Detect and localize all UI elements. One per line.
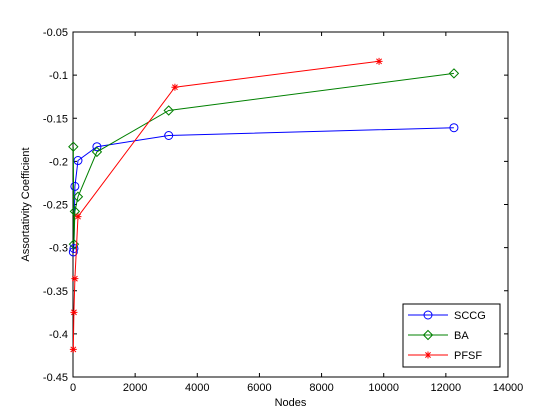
y-tick-label: -0.1	[49, 70, 68, 82]
y-axis-ticks: -0.05 -0.1 -0.15 -0.2 -0.25 -0.3 -0.35 -0.4 -0.4…	[43, 27, 508, 384]
legend-marker-pfsf	[424, 351, 432, 359]
y-tick-label: -0.05	[43, 27, 68, 39]
y-axis-title: Assortativity Coefficient	[20, 147, 32, 261]
data-point-sccg	[73, 156, 83, 166]
series-ba	[68, 68, 460, 250]
y-tick-label: -0.45	[43, 372, 68, 384]
data-point-ba	[448, 68, 460, 79]
legend-label-pfsf: PFSF	[454, 350, 482, 362]
x-tick-label: 4000	[185, 382, 209, 394]
y-tick-label: -0.25	[43, 200, 68, 212]
y-tick-label: -0.35	[43, 286, 68, 298]
data-point-sccg	[70, 181, 80, 191]
legend-label-ba: BA	[454, 330, 469, 342]
data-point-sccg	[92, 142, 102, 152]
series-line-ba	[72, 72, 454, 245]
x-axis-title: Nodes	[275, 397, 307, 409]
data-point-sccg	[164, 131, 174, 140]
x-tick-label: 8000	[309, 382, 333, 394]
data-point-ba	[91, 146, 103, 158]
x-tick-label: 12000	[431, 382, 462, 394]
data-point-ba	[68, 141, 79, 152]
y-tick-label: -0.15	[43, 113, 68, 125]
y-tick-label: -0.4	[49, 329, 68, 341]
data-point-sccg	[449, 123, 459, 133]
data-point-pfsf	[71, 275, 79, 283]
x-axis-ticks: 0 2000 4000 6000 8000 10000 12000 14000	[70, 32, 523, 394]
data-point-ba	[163, 105, 174, 116]
legend: SCCG BA PFSF	[402, 303, 501, 368]
data-point-sccg	[69, 243, 79, 253]
legend-marker-ba	[422, 329, 434, 341]
data-point-ba	[72, 191, 84, 202]
x-tick-label: 6000	[247, 382, 271, 394]
x-tick-label: 10000	[368, 382, 399, 394]
data-point-pfsf	[375, 57, 383, 65]
legend-label-sccg: SCCG	[454, 310, 486, 322]
x-tick-label: 14000	[493, 382, 524, 394]
x-tick-label: 2000	[123, 382, 147, 394]
y-tick-label: -0.2	[49, 156, 68, 168]
legend-marker-sccg	[423, 310, 433, 320]
series-layer	[68, 57, 460, 353]
data-point-pfsf	[69, 345, 77, 353]
data-point-pfsf	[171, 83, 179, 91]
x-tick-label: 0	[70, 382, 76, 394]
series-pfsf	[69, 57, 383, 353]
y-tick-label: -0.3	[49, 243, 68, 255]
series-line-pfsf	[72, 60, 380, 350]
data-point-pfsf	[74, 213, 82, 221]
data-point-pfsf	[70, 308, 78, 316]
data-point-ba	[69, 206, 81, 217]
